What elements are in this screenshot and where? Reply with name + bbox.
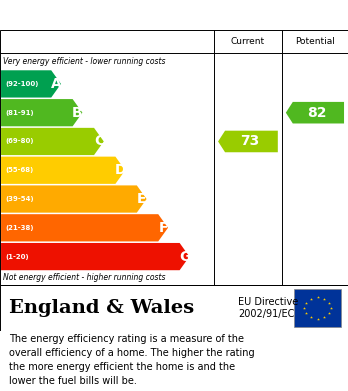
Text: (39-54): (39-54) (5, 196, 34, 202)
Text: Potential: Potential (295, 37, 335, 46)
Text: Very energy efficient - lower running costs: Very energy efficient - lower running co… (3, 57, 166, 66)
Polygon shape (1, 243, 189, 270)
Polygon shape (1, 70, 61, 97)
Text: C: C (94, 135, 104, 149)
Text: E: E (137, 192, 147, 206)
Text: A: A (51, 77, 62, 91)
Text: Current: Current (231, 37, 265, 46)
Polygon shape (1, 99, 82, 126)
Text: 73: 73 (240, 135, 260, 149)
Text: (69-80): (69-80) (5, 138, 34, 144)
Text: F: F (158, 221, 168, 235)
Polygon shape (218, 131, 278, 152)
Polygon shape (1, 214, 168, 241)
Text: D: D (114, 163, 126, 177)
Text: EU Directive
2002/91/EC: EU Directive 2002/91/EC (238, 297, 299, 319)
Bar (294, 289, 341, 327)
Polygon shape (1, 185, 147, 213)
Text: (1-20): (1-20) (5, 254, 29, 260)
Text: The energy efficiency rating is a measure of the
overall efficiency of a home. T: The energy efficiency rating is a measur… (9, 334, 254, 386)
Polygon shape (1, 128, 104, 155)
Text: 82: 82 (307, 106, 327, 120)
Text: Not energy efficient - higher running costs: Not energy efficient - higher running co… (3, 273, 166, 282)
Polygon shape (286, 102, 344, 124)
Polygon shape (1, 157, 125, 184)
Text: G: G (179, 249, 190, 264)
Text: (81-91): (81-91) (5, 110, 34, 116)
Text: England & Wales: England & Wales (9, 299, 194, 317)
Text: (21-38): (21-38) (5, 225, 34, 231)
Text: (55-68): (55-68) (5, 167, 33, 173)
Text: Energy Efficiency Rating: Energy Efficiency Rating (9, 7, 211, 23)
Text: (92-100): (92-100) (5, 81, 39, 87)
Text: B: B (72, 106, 83, 120)
